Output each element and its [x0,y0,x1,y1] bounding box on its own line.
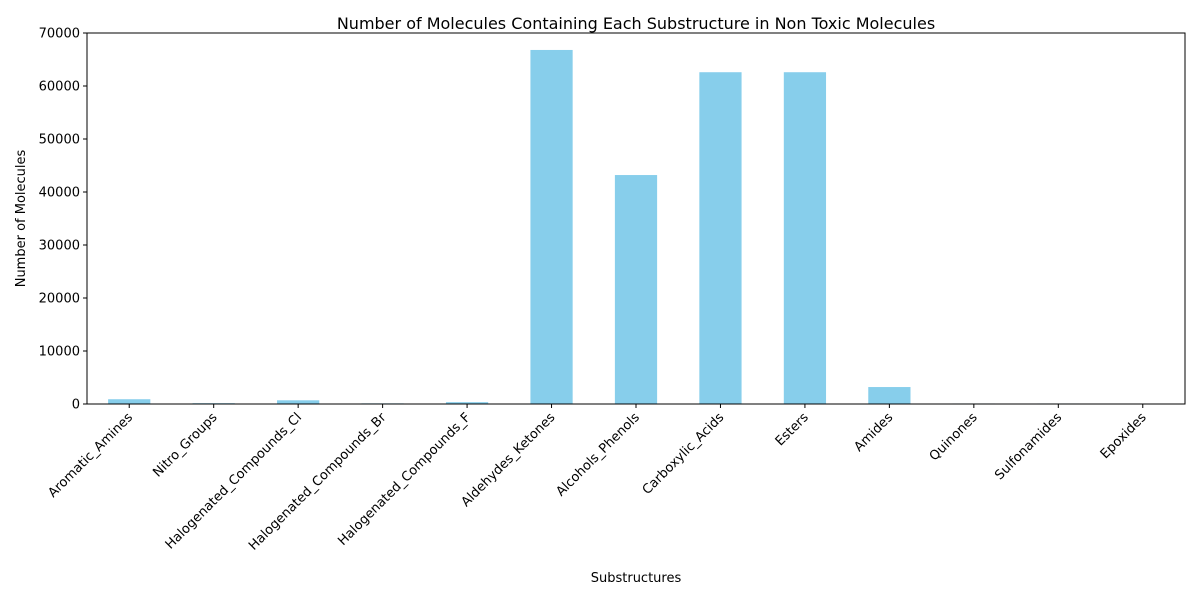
y-tick-label: 0 [72,398,80,413]
bar-halogenated-compounds-f [445,402,489,404]
y-axis: 0 10000 20000 30000 40000 50000 60000 70000 [39,27,87,413]
x-tick-label: Sulfonamides [992,410,1065,483]
x-axis: Aromatic_Amines Nitro_GroupsHalogenated_C… [45,404,1150,554]
chart-title: Number of Molecules Containing Each Subs… [337,14,935,33]
x-tick-label: Halogenated_Compounds_Cl [163,410,305,552]
bar-aldehydes-ketones [530,49,573,405]
bar-carboxylic-acids [699,72,742,404]
x-tick-label: Alcohols_Phenols [553,410,642,499]
x-tick-label: Aldehydes_Ketones [459,410,559,510]
bars-group [108,49,1164,405]
x-tick-label: Quinones [927,410,981,464]
x-tick-label: Carboxylic_Acids [640,410,728,498]
bar-halogenated-compounds-cl [277,400,320,404]
x-tick-label: Nitro_Groups [150,410,220,480]
x-tick-label: Aromatic_Amines [45,410,136,501]
plot-area-frame [86,32,1186,405]
y-axis-label: Number of Molecules [14,149,29,287]
x-tick-label: Halogenated_Compounds_Br [246,410,390,554]
y-tick-label: 20000 [39,292,80,307]
bar-amides [868,387,911,404]
bar-aromatic-amines [108,399,151,404]
y-tick-label: 70000 [39,27,80,42]
bar-alcohols-phenols [614,175,658,404]
bar-esters [783,72,827,404]
x-axis-label: Substructures [591,571,682,586]
y-tick-label: 30000 [39,239,80,254]
x-tick-label: Halogenated_Compounds_F [335,410,474,549]
x-tick-label: Esters [773,410,812,449]
x-tick-label: Amides [852,410,897,455]
y-tick-label: 60000 [39,80,80,95]
x-tick-label: Epoxides [1098,410,1150,462]
y-tick-label: 50000 [39,133,80,148]
y-tick-label: 10000 [39,345,80,360]
y-tick-label: 40000 [39,186,80,201]
